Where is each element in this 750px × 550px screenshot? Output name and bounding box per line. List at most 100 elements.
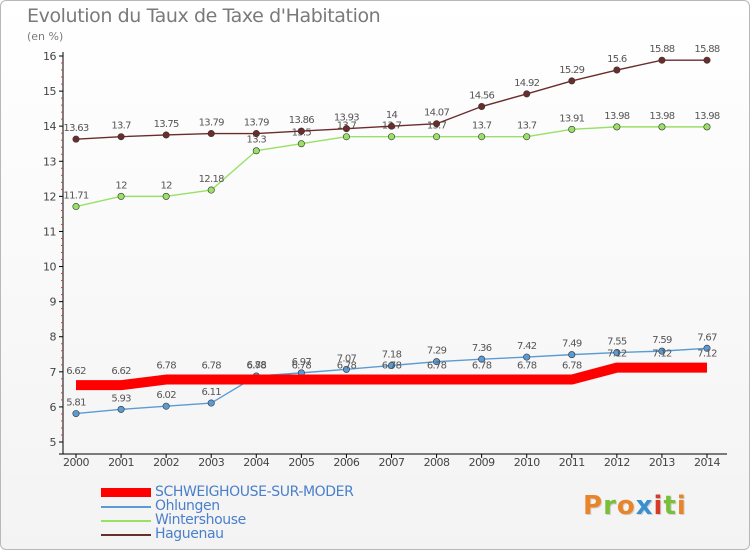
x-tick-label: 2000 — [63, 456, 89, 469]
y-tick-label: 16 — [43, 50, 56, 63]
data-point — [117, 405, 125, 413]
data-label: 12 — [115, 180, 127, 191]
data-label: 6.11 — [201, 387, 221, 398]
data-label: 12.18 — [199, 174, 224, 185]
data-point — [117, 192, 125, 200]
data-label: 12 — [160, 180, 172, 191]
data-label: 7.67 — [697, 332, 717, 343]
data-label: 7.12 — [652, 349, 672, 360]
data-point — [703, 344, 711, 352]
data-point — [613, 123, 621, 131]
data-point — [703, 123, 711, 131]
data-point — [207, 186, 215, 194]
data-label: 7.07 — [337, 353, 357, 364]
data-label: 14.07 — [424, 108, 449, 119]
chart-title: Evolution du Taux de Taxe d'Habitation — [27, 5, 381, 27]
logo-letter: r — [603, 491, 617, 521]
logo-letter: t — [663, 491, 677, 521]
data-point — [658, 56, 666, 64]
data-point — [613, 66, 621, 74]
data-label: 6.97 — [292, 357, 312, 368]
data-label: 15.29 — [559, 65, 584, 76]
chart-unit: (en %) — [27, 30, 64, 43]
data-label: 13.98 — [604, 111, 629, 122]
data-label: 6.78 — [472, 361, 492, 372]
data-point — [478, 133, 486, 141]
x-tick-label: 2013 — [649, 456, 675, 469]
y-tick-label: 5 — [50, 436, 57, 449]
data-label: 6.78 — [247, 361, 267, 372]
data-label: 13.79 — [244, 118, 269, 129]
data-label: 13.7 — [111, 121, 131, 132]
x-tick-label: 2006 — [333, 456, 359, 469]
data-label: 5.93 — [111, 393, 131, 404]
data-label: 6.78 — [337, 361, 357, 372]
data-label: 13.75 — [154, 119, 179, 130]
data-label: 7.29 — [427, 346, 447, 357]
data-label: 7.55 — [607, 337, 627, 348]
legend-swatch-wintershouse — [101, 520, 151, 522]
x-tick-label: 2004 — [243, 456, 269, 469]
y-tick-label: 11 — [43, 225, 56, 238]
data-label: 15.6 — [607, 54, 627, 65]
x-tick-label: 2012 — [604, 456, 630, 469]
y-tick-label: 14 — [43, 120, 56, 133]
y-tick-label: 10 — [43, 261, 56, 274]
data-label: 6.78 — [201, 361, 221, 372]
data-label: 6.78 — [562, 361, 582, 372]
data-point — [703, 56, 711, 64]
data-point — [387, 362, 395, 370]
y-tick-label: 9 — [50, 296, 57, 309]
data-label: 6.62 — [66, 366, 86, 377]
data-point — [117, 133, 125, 141]
data-point — [568, 77, 576, 85]
y-tick-label: 13 — [43, 155, 56, 168]
logo-letter: i — [653, 491, 664, 521]
x-tick-label: 2014 — [694, 456, 720, 469]
data-point — [433, 120, 441, 128]
data-label: 13.93 — [334, 113, 359, 124]
x-tick-label: 2002 — [153, 456, 179, 469]
y-tick-label: 7 — [50, 366, 57, 379]
data-label: 14 — [386, 110, 398, 121]
data-label: 13.63 — [63, 123, 88, 134]
data-label: 6.78 — [517, 361, 537, 372]
data-label: 13.86 — [289, 115, 314, 126]
data-label: 13.98 — [649, 111, 674, 122]
data-point — [613, 349, 621, 357]
data-point — [252, 147, 260, 155]
data-point — [297, 127, 305, 135]
data-label: 5.81 — [66, 398, 86, 409]
legend-label: Haguenau — [155, 526, 224, 542]
x-tick-label: 2011 — [559, 456, 585, 469]
y-tick-label: 15 — [43, 85, 56, 98]
data-point — [207, 130, 215, 138]
data-point — [207, 399, 215, 407]
y-tick-label: 12 — [43, 190, 56, 203]
data-point — [342, 133, 350, 141]
legend-label: Wintershouse — [155, 512, 246, 528]
data-point — [523, 90, 531, 98]
legend-swatch-ohlungen — [101, 506, 151, 508]
x-tick-label: 2007 — [379, 456, 405, 469]
data-point — [162, 402, 170, 410]
data-point — [72, 410, 80, 418]
y-tick-label: 6 — [50, 401, 57, 414]
x-tick-label: 2001 — [108, 456, 134, 469]
data-label: 15.88 — [694, 44, 719, 55]
data-point — [658, 123, 666, 131]
data-label: 13.3 — [247, 135, 267, 146]
data-label: 6.78 — [156, 361, 176, 372]
data-point — [162, 131, 170, 139]
x-tick-label: 2008 — [424, 456, 450, 469]
logo-letter: x — [635, 491, 654, 521]
data-point — [297, 140, 305, 148]
data-label: 7.12 — [607, 349, 627, 360]
legend-label: SCHWEIGHOUSE-SUR-MODER — [155, 484, 354, 500]
data-label: 7.36 — [472, 343, 492, 354]
data-point — [387, 122, 395, 130]
data-point — [568, 125, 576, 133]
legend-swatch-schweighouse — [101, 488, 151, 497]
